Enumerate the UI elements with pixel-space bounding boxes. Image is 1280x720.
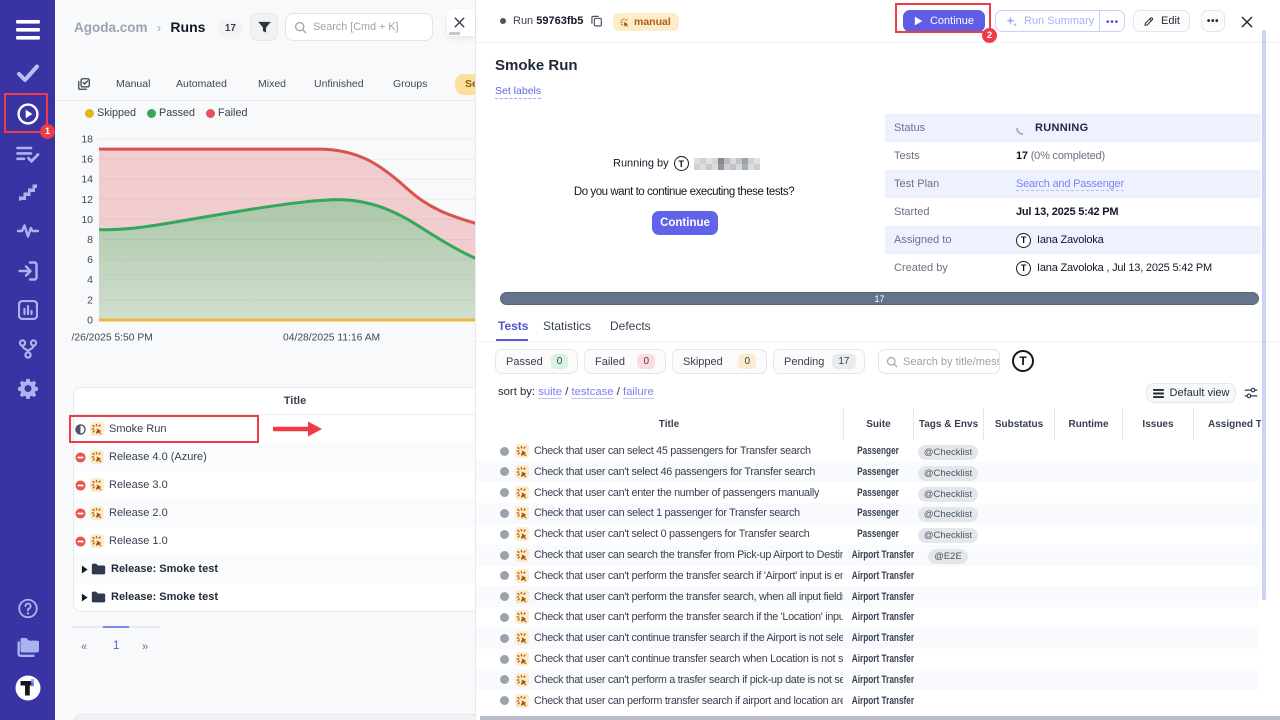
svg-text:14: 14 (81, 174, 93, 186)
svg-text:04/28/2025 11:16 AM: 04/28/2025 11:16 AM (283, 333, 380, 344)
svg-text:6: 6 (87, 254, 93, 266)
svg-text:16: 16 (81, 154, 93, 166)
svg-text:/26/2025 5:50 PM: /26/2025 5:50 PM (72, 333, 153, 344)
svg-text:8: 8 (87, 234, 93, 246)
svg-text:18: 18 (81, 134, 93, 146)
svg-text:12: 12 (81, 194, 93, 206)
svg-text:0: 0 (87, 315, 93, 327)
svg-text:10: 10 (81, 214, 93, 226)
svg-text:4: 4 (87, 274, 93, 286)
svg-text:2: 2 (87, 294, 93, 306)
